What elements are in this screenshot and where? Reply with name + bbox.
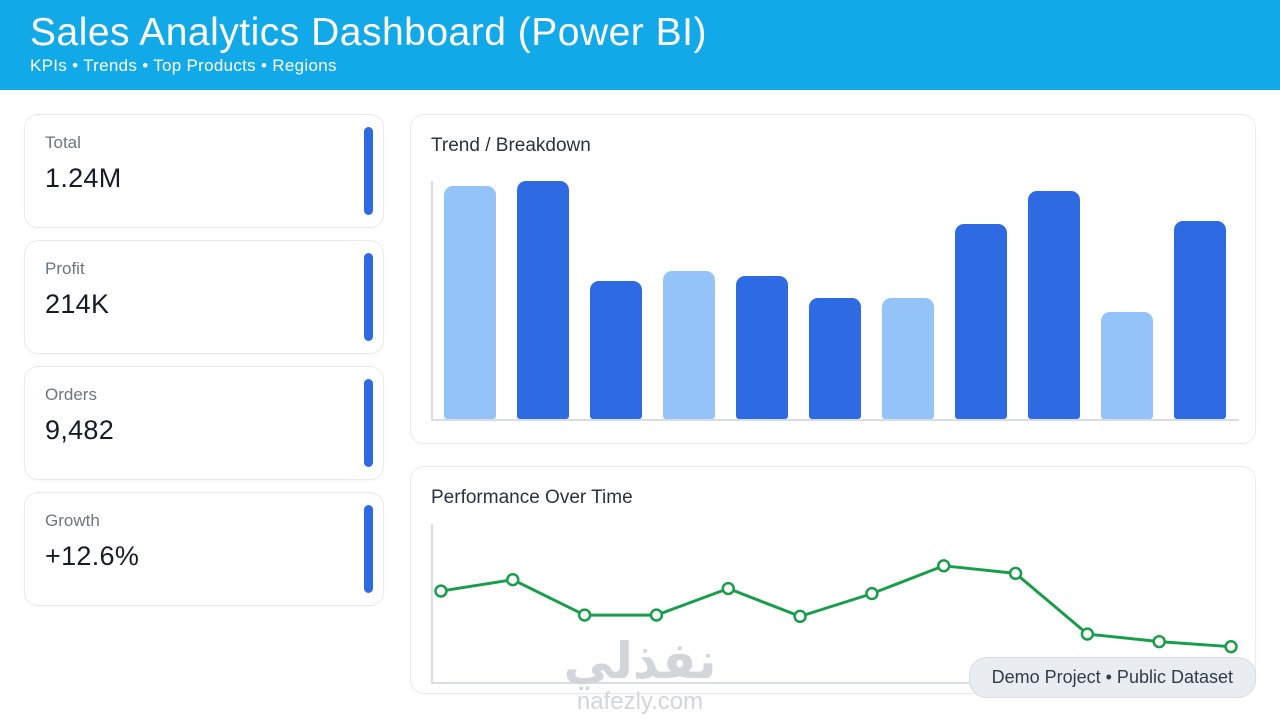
kpi-label: Orders	[45, 385, 363, 405]
line-marker-10	[1082, 629, 1093, 640]
bar-11	[1174, 221, 1226, 419]
line-series	[441, 566, 1231, 647]
bar-9	[1028, 191, 1080, 419]
bar-5	[736, 276, 788, 419]
line-marker-7	[866, 588, 877, 599]
line-marker-6	[795, 611, 806, 622]
line-chart-title: Performance Over Time	[431, 487, 633, 509]
kpi-accent-bar	[364, 379, 373, 467]
kpi-card-growth: Growth +12.6%	[24, 492, 384, 606]
bar-2	[517, 181, 569, 419]
bar-chart-plot	[431, 181, 1239, 421]
kpi-card-profit: Profit 214K	[24, 240, 384, 354]
kpi-label: Profit	[45, 259, 363, 279]
kpi-value: +12.6%	[45, 541, 363, 572]
line-marker-3	[579, 610, 590, 621]
line-marker-12	[1226, 641, 1237, 652]
kpi-value: 214K	[45, 289, 363, 320]
bar-10	[1101, 312, 1153, 419]
kpi-label: Total	[45, 133, 363, 153]
kpi-accent-bar	[364, 127, 373, 215]
line-marker-8	[938, 560, 949, 571]
line-marker-9	[1010, 568, 1021, 579]
kpi-accent-bar	[364, 505, 373, 593]
page-title: Sales Analytics Dashboard (Power BI)	[30, 12, 1280, 55]
bar-1	[444, 186, 496, 419]
page-subtitle: KPIs • Trends • Top Products • Regions	[30, 56, 1280, 76]
bar-3	[590, 281, 642, 419]
kpi-card-total: Total 1.24M	[24, 114, 384, 228]
kpi-accent-bar	[364, 253, 373, 341]
bar-chart-card: Trend / Breakdown	[410, 114, 1256, 444]
line-marker-11	[1154, 636, 1165, 647]
kpi-value: 9,482	[45, 415, 363, 446]
bar-4	[663, 271, 715, 419]
bar-7	[882, 298, 934, 419]
dataset-badge: Demo Project • Public Dataset	[969, 657, 1256, 698]
line-marker-1	[435, 586, 446, 597]
bar-chart-title: Trend / Breakdown	[431, 135, 591, 157]
dashboard-body: Total 1.24M Profit 214K Orders 9,482 Gro…	[0, 90, 1280, 720]
kpi-label: Growth	[45, 511, 363, 531]
app-header: Sales Analytics Dashboard (Power BI) KPI…	[0, 0, 1280, 90]
bar-6	[809, 298, 861, 419]
chart-column: Trend / Breakdown Performance Over Time	[410, 114, 1256, 694]
line-marker-4	[651, 610, 662, 621]
bar-8	[955, 224, 1007, 419]
line-marker-5	[723, 583, 734, 594]
kpi-card-orders: Orders 9,482	[24, 366, 384, 480]
kpi-column: Total 1.24M Profit 214K Orders 9,482 Gro…	[24, 114, 384, 606]
line-marker-2	[507, 574, 518, 585]
kpi-value: 1.24M	[45, 163, 363, 194]
